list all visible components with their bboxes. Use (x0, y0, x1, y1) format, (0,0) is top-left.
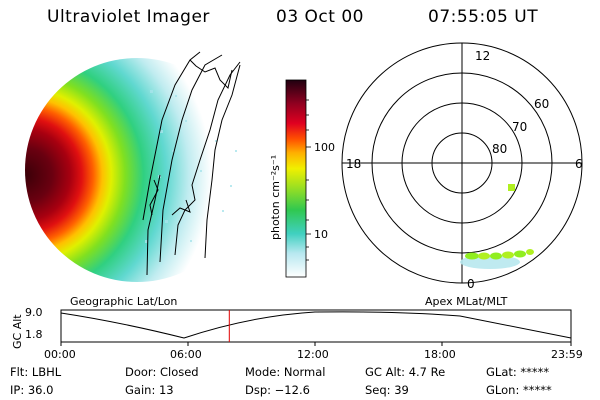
status-glon: GLon: ***** (486, 383, 552, 397)
ytick-9: 9.0 (25, 306, 43, 319)
time-label: 07:55:05 UT (428, 7, 539, 27)
instrument-title: Ultraviolet Imager (47, 7, 210, 27)
colorbar-tick-100: 100 (314, 141, 335, 154)
status-mode: Mode: Normal (245, 365, 326, 379)
xtick-0000: 00:00 (44, 348, 76, 361)
status-door: Door: Closed (125, 365, 199, 379)
earth-disk-image (25, 58, 249, 282)
apex-mlat-mlt-label: Apex MLat/MLT (425, 295, 508, 308)
colorbar (285, 79, 307, 278)
colorbar-unit: photon cm⁻²s⁻¹ (269, 155, 282, 240)
status-glat: GLat: ***** (486, 365, 550, 379)
lat-label-70: 70 (512, 120, 527, 134)
coastline-overlay (142, 51, 241, 276)
ytick-1-8: 1.8 (25, 328, 43, 341)
xtick-1200: 12:00 (297, 348, 329, 361)
status-gain: Gain: 13 (125, 383, 174, 397)
polar-aurora-data (460, 184, 534, 269)
altitude-curve (60, 311, 572, 339)
mlt-label-18: 18 (346, 157, 361, 171)
gc-alt-axis-label: GC Alt (11, 314, 24, 349)
mlt-label-0: 0 (467, 277, 475, 291)
colorbar-ticks (306, 99, 311, 261)
status-flt: Flt: LBHL (10, 365, 62, 379)
timeline-ticks (60, 342, 572, 346)
polar-grid (341, 42, 583, 284)
mlt-label-6: 6 (575, 157, 583, 171)
xtick-1800: 18:00 (424, 348, 456, 361)
geo-latlon-label: Geographic Lat/Lon (70, 295, 178, 308)
lat-label-80: 80 (492, 142, 507, 156)
status-gc-alt: GC Alt: 4.7 Re (365, 365, 446, 379)
xtick-0600: 06:00 (170, 348, 202, 361)
mlt-label-12: 12 (475, 49, 490, 63)
lat-label-60: 60 (534, 97, 549, 111)
xtick-2359: 23:59 (551, 348, 583, 361)
date-label: 03 Oct 00 (276, 7, 364, 27)
status-dsp: Dsp: −12.6 (245, 383, 310, 397)
timeline-frame (60, 309, 572, 343)
status-ip: IP: 36.0 (10, 383, 54, 397)
status-seq: Seq: 39 (365, 383, 409, 397)
colorbar-tick-10: 10 (314, 228, 328, 241)
